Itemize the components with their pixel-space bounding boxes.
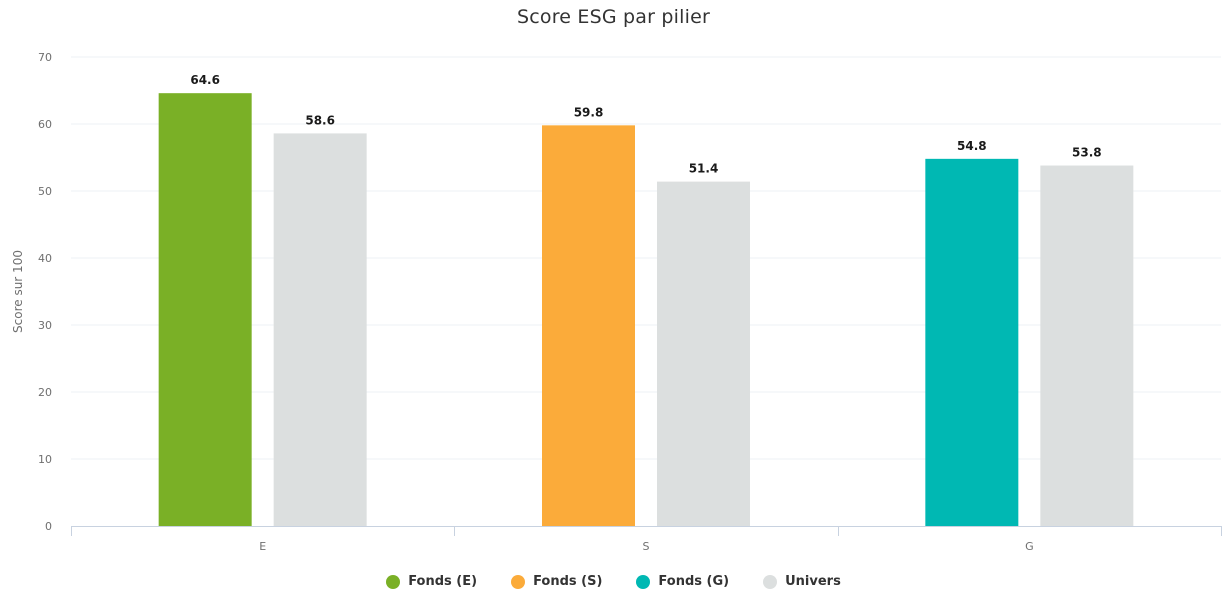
y-axis-title: Score sur 100 bbox=[11, 250, 25, 333]
x-tick-label: E bbox=[259, 540, 266, 553]
y-tick-label: 30 bbox=[38, 319, 52, 332]
bar-s-fonds-s[interactable] bbox=[542, 125, 635, 526]
data-label: 59.8 bbox=[574, 105, 604, 119]
y-tick-label: 60 bbox=[38, 118, 52, 131]
y-tick-label: 0 bbox=[45, 520, 52, 533]
data-label: 58.6 bbox=[305, 113, 335, 127]
bar-e-fonds-e[interactable] bbox=[158, 93, 252, 527]
data-label: 64.6 bbox=[190, 73, 220, 87]
legend-item-univers[interactable]: Univers bbox=[763, 574, 841, 589]
legend-marker bbox=[636, 574, 651, 589]
x-tick-label: G bbox=[1025, 540, 1034, 553]
legend-item-fonds-e[interactable]: Fonds (E) bbox=[386, 574, 477, 589]
data-label: 53.8 bbox=[1072, 146, 1102, 160]
data-label: 51.4 bbox=[689, 162, 719, 176]
x-tick-label: S bbox=[643, 540, 650, 553]
data-label: 54.8 bbox=[957, 139, 987, 153]
legend-marker bbox=[511, 574, 526, 589]
y-tick-label: 70 bbox=[38, 51, 52, 64]
y-tick-label: 10 bbox=[38, 453, 52, 466]
chart-plot-area: 0 10 20 30 40 50 60 70 E S G Score sur 100 64.6 58.6 5… bbox=[11, 51, 1222, 553]
legend-item-fonds-s[interactable]: Fonds (S) bbox=[511, 574, 602, 589]
legend-label: Fonds (E) bbox=[408, 574, 478, 589]
y-tick-label: 20 bbox=[38, 386, 52, 399]
legend-marker bbox=[386, 574, 401, 589]
legend-label: Fonds (G) bbox=[658, 574, 730, 589]
legend-marker bbox=[763, 574, 778, 589]
bar-g-univers[interactable] bbox=[1040, 165, 1134, 527]
bar-e-univers[interactable] bbox=[273, 133, 367, 526]
y-tick-label: 40 bbox=[38, 252, 52, 265]
bar-s-univers[interactable] bbox=[657, 181, 750, 526]
legend-label: Univers bbox=[785, 574, 841, 589]
y-tick-label: 50 bbox=[38, 185, 52, 198]
bar-g-fonds-g[interactable] bbox=[925, 158, 1019, 526]
chart-legend: Fonds (E) Fonds (S) Fonds (G) Univers bbox=[0, 574, 1227, 589]
chart-title: Score ESG par pilier bbox=[516, 6, 711, 28]
legend-item-fonds-g[interactable]: Fonds (G) bbox=[636, 574, 729, 589]
legend-label: Fonds (S) bbox=[533, 574, 603, 589]
